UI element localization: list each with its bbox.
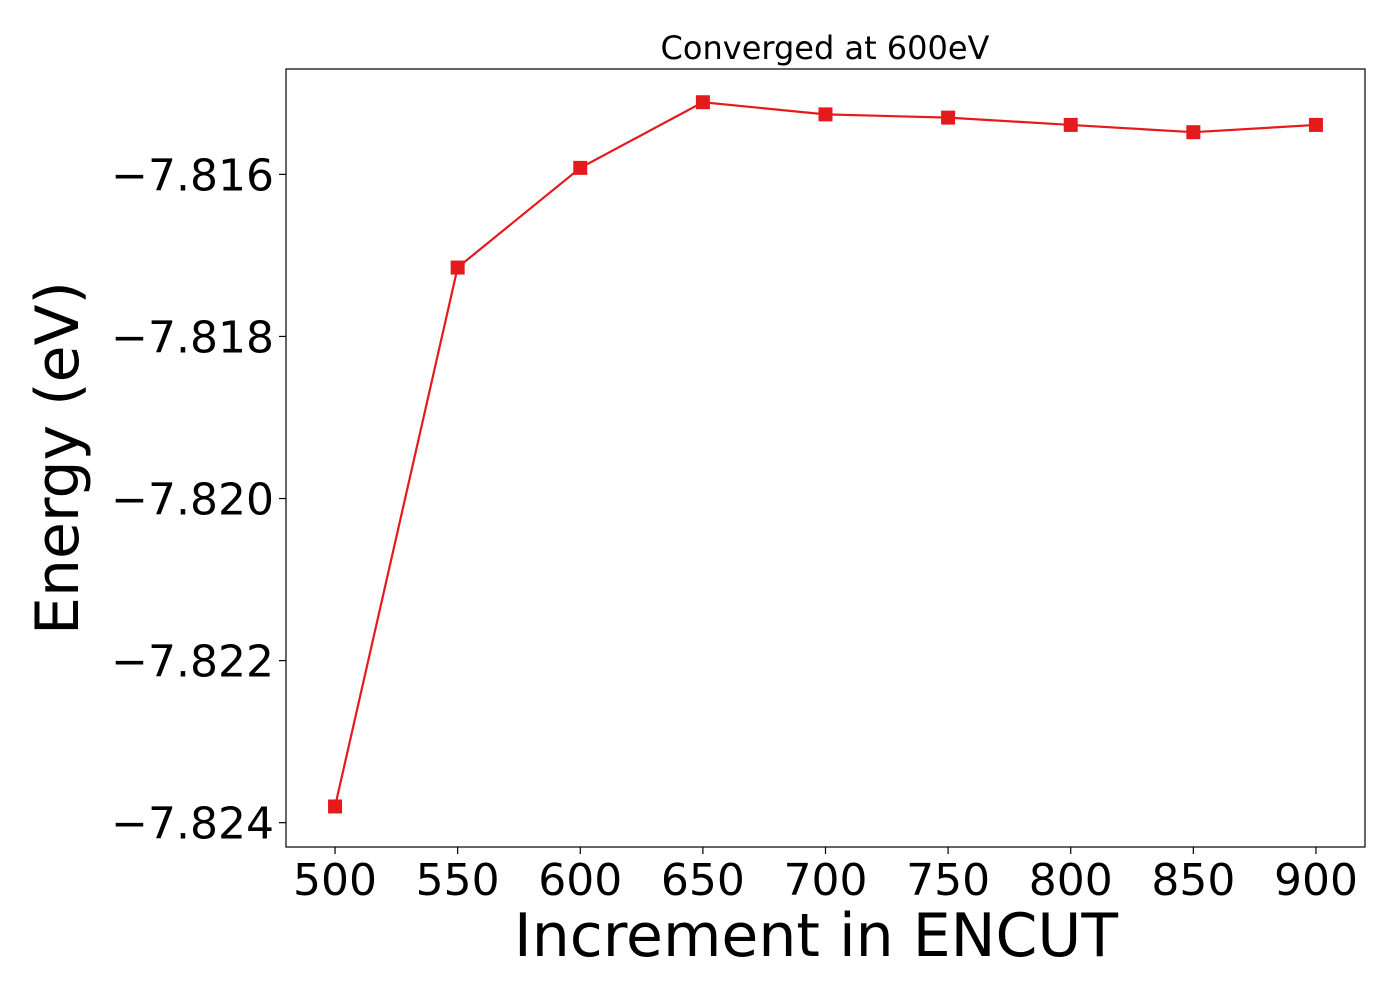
chart-title: Converged at 600eV — [661, 29, 990, 67]
y-tick-label: −7.824 — [111, 799, 274, 850]
y-tick-label: −7.816 — [111, 150, 274, 201]
series-line — [333, 101, 1317, 807]
data-point-marker — [818, 107, 833, 122]
x-tick-label: 700 — [784, 855, 868, 906]
data-point-marker — [941, 110, 956, 125]
x-tick-label: 650 — [661, 855, 745, 906]
data-point-marker — [695, 95, 710, 110]
x-tick-label: 600 — [538, 855, 622, 906]
x-axis-ticks: 500 550 600 650 700 750 800 850 900 — [293, 847, 1358, 906]
data-point-marker — [1063, 117, 1078, 132]
y-tick-label: −7.818 — [111, 312, 274, 363]
x-tick-label: 500 — [293, 855, 377, 906]
y-tick-label: −7.820 — [111, 475, 274, 526]
x-tick-label: 550 — [416, 855, 500, 906]
y-tick-label: −7.822 — [111, 637, 274, 688]
series-layer — [328, 95, 1323, 814]
x-tick-label: 800 — [1029, 855, 1113, 906]
x-tick-label: 850 — [1151, 855, 1235, 906]
data-point-marker — [328, 799, 343, 814]
y-axis-label: Energy (eV) — [23, 281, 93, 635]
x-axis-label: Increment in ENCUT — [514, 901, 1118, 971]
x-tick-label: 750 — [906, 855, 990, 906]
data-point-marker — [573, 160, 588, 175]
x-tick-label: 900 — [1274, 855, 1358, 906]
data-point-marker — [1186, 125, 1201, 140]
data-point-marker — [450, 260, 465, 275]
plot-frame — [285, 68, 1366, 848]
data-point-marker — [1308, 117, 1323, 132]
y-axis-ticks: −7.824 −7.822 −7.820 −7.818 −7.816 — [111, 150, 286, 850]
